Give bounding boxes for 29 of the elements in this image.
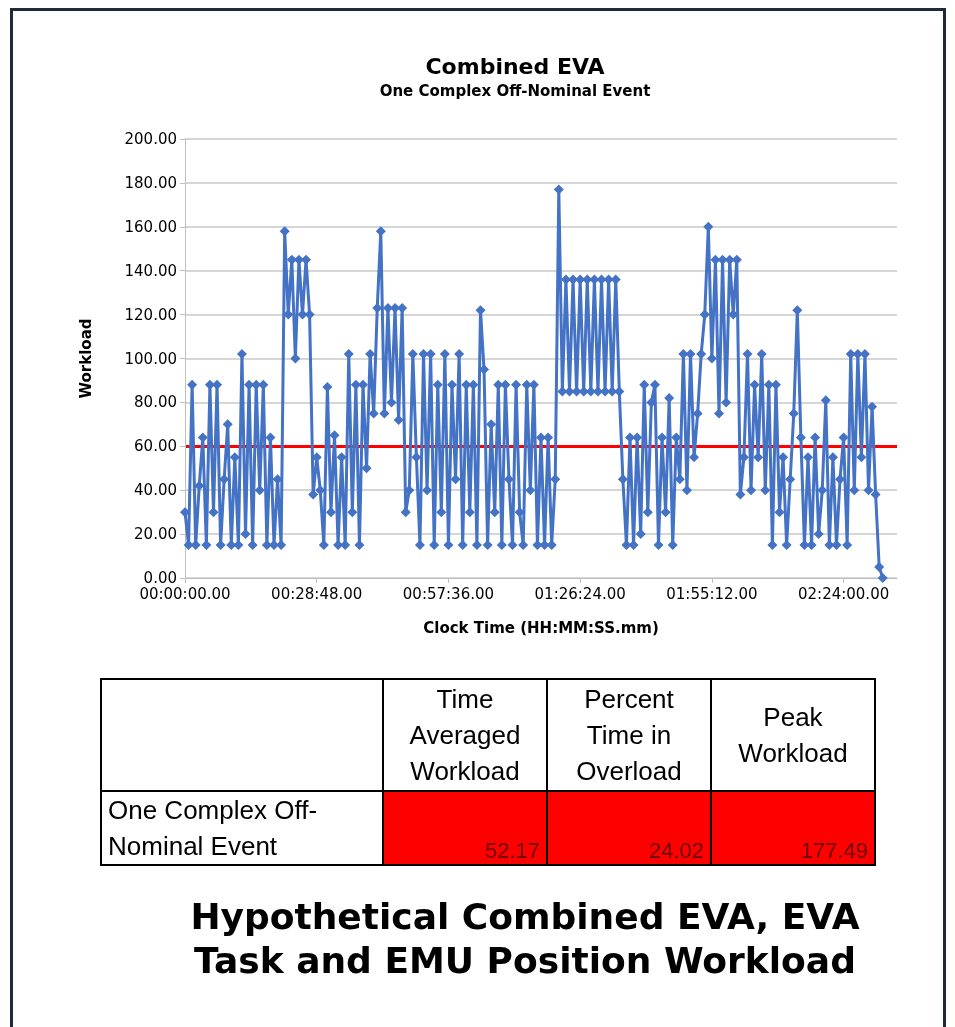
text: One Complex Off-Nominal Event [101,791,383,865]
x-tick-label: 00:57:36.00 [402,584,495,603]
text: Time Averaged Workload [383,679,547,791]
x-tick-label: 00:28:48.00 [271,584,363,603]
y-tick-label: 180.00 [124,173,177,192]
text: 177.49 [711,791,875,865]
y-tick-label: 60.00 [134,437,177,456]
x-axis-title: Clock Time (HH:MM:SS.mm) [423,618,659,637]
y-tick-label: 100.00 [124,349,177,368]
y-tick-label: 0.00 [143,569,177,587]
x-tick-label: 01:55:12.00 [666,584,758,603]
y-tick-label: 40.00 [134,481,177,500]
y-tick-label: 20.00 [134,525,177,544]
text: 24.02 [547,791,711,865]
x-tick-label: 00:00:00.00 [139,584,231,603]
chart-subtitle: One Complex Off-Nominal Event [379,81,651,100]
y-axis-title: Workload [76,318,95,399]
y-tick-label: 200.00 [124,130,177,148]
text: Peak Workload [711,679,875,791]
x-tick-label: 02:24:00.00 [797,584,890,603]
y-tick-label: 140.00 [124,261,177,280]
text: Percent Time in Overload [547,679,711,791]
chart-title: Combined EVA [425,53,605,79]
y-tick-label: 160.00 [124,217,177,236]
y-tick-label: 120.00 [124,305,177,324]
y-tick-label: 80.00 [134,393,177,412]
text: 52.17 [383,791,547,865]
x-tick-label: 01:26:24.00 [534,584,626,603]
text: Hypothetical Combined EVA, EVA Task and EMU Position Workload [189,895,861,983]
